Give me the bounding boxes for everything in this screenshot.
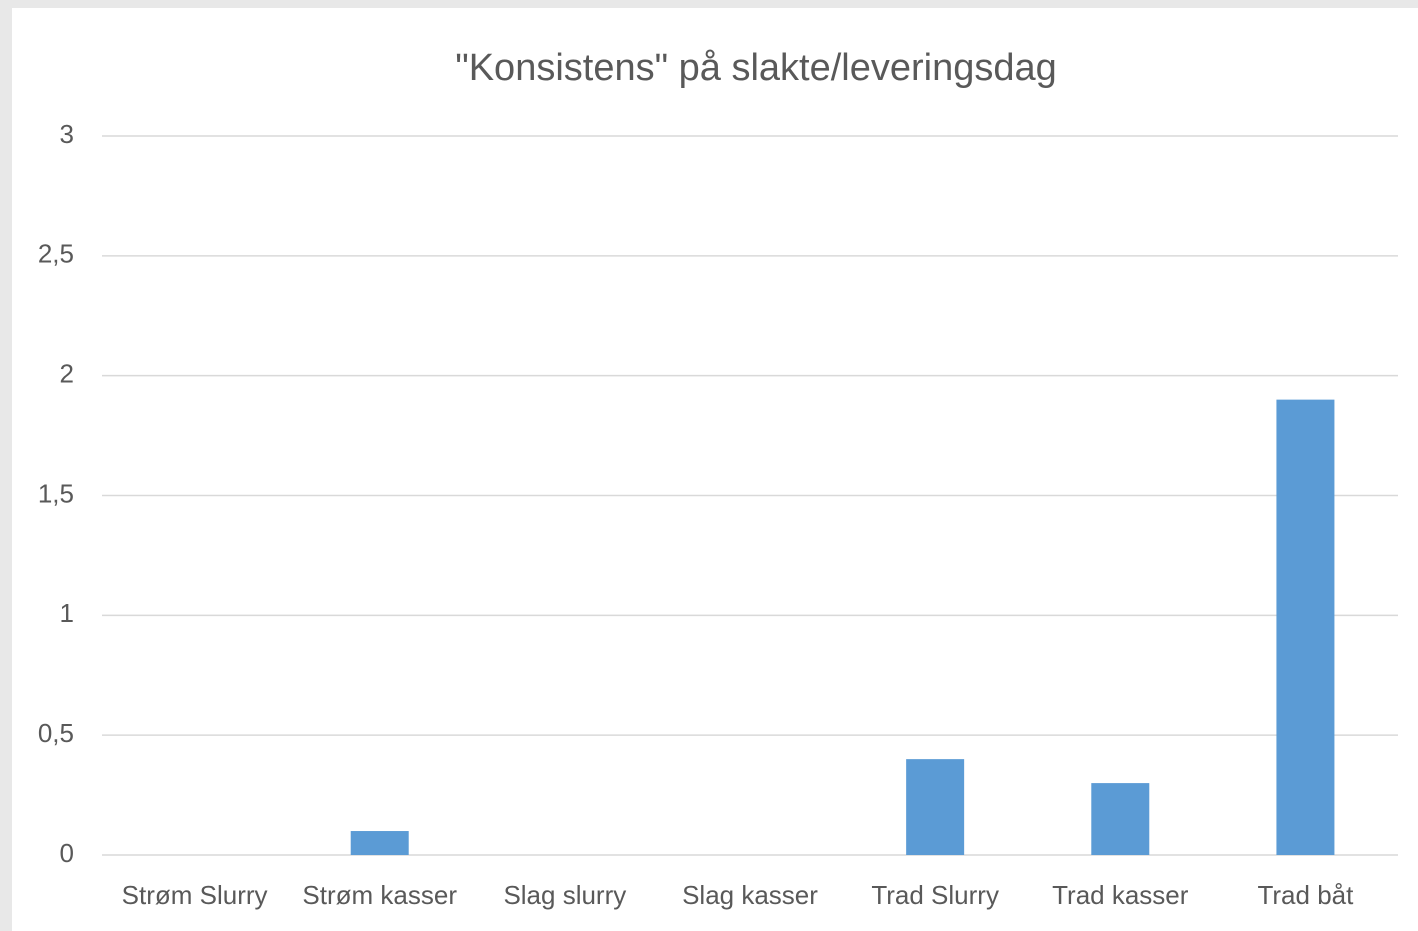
x-tick-label: Trad Slurry: [871, 880, 999, 910]
x-tick-label: Slag kasser: [682, 880, 818, 910]
y-tick-label: 2,5: [38, 239, 74, 269]
x-tick-label: Strøm Slurry: [122, 880, 268, 910]
bar: [350, 831, 409, 855]
chart-title: "Konsistens" på slakte/leveringsdag: [455, 47, 1057, 89]
bar: [1091, 783, 1150, 855]
y-tick-label: 0,5: [38, 718, 74, 748]
y-tick-label: 0: [60, 838, 74, 868]
x-tick-label: Trad båt: [1257, 880, 1354, 910]
y-tick-label: 2: [60, 359, 74, 389]
x-tick-label: Slag slurry: [503, 880, 626, 910]
chart-area: [12, 8, 1418, 931]
x-tick-label: Strøm kasser: [302, 880, 457, 910]
bar: [1276, 399, 1335, 855]
bar: [906, 759, 965, 855]
y-tick-label: 3: [60, 119, 74, 149]
x-tick-label: Trad kasser: [1052, 880, 1189, 910]
y-tick-label: 1,5: [38, 478, 74, 508]
y-tick-label: 1: [60, 598, 74, 628]
